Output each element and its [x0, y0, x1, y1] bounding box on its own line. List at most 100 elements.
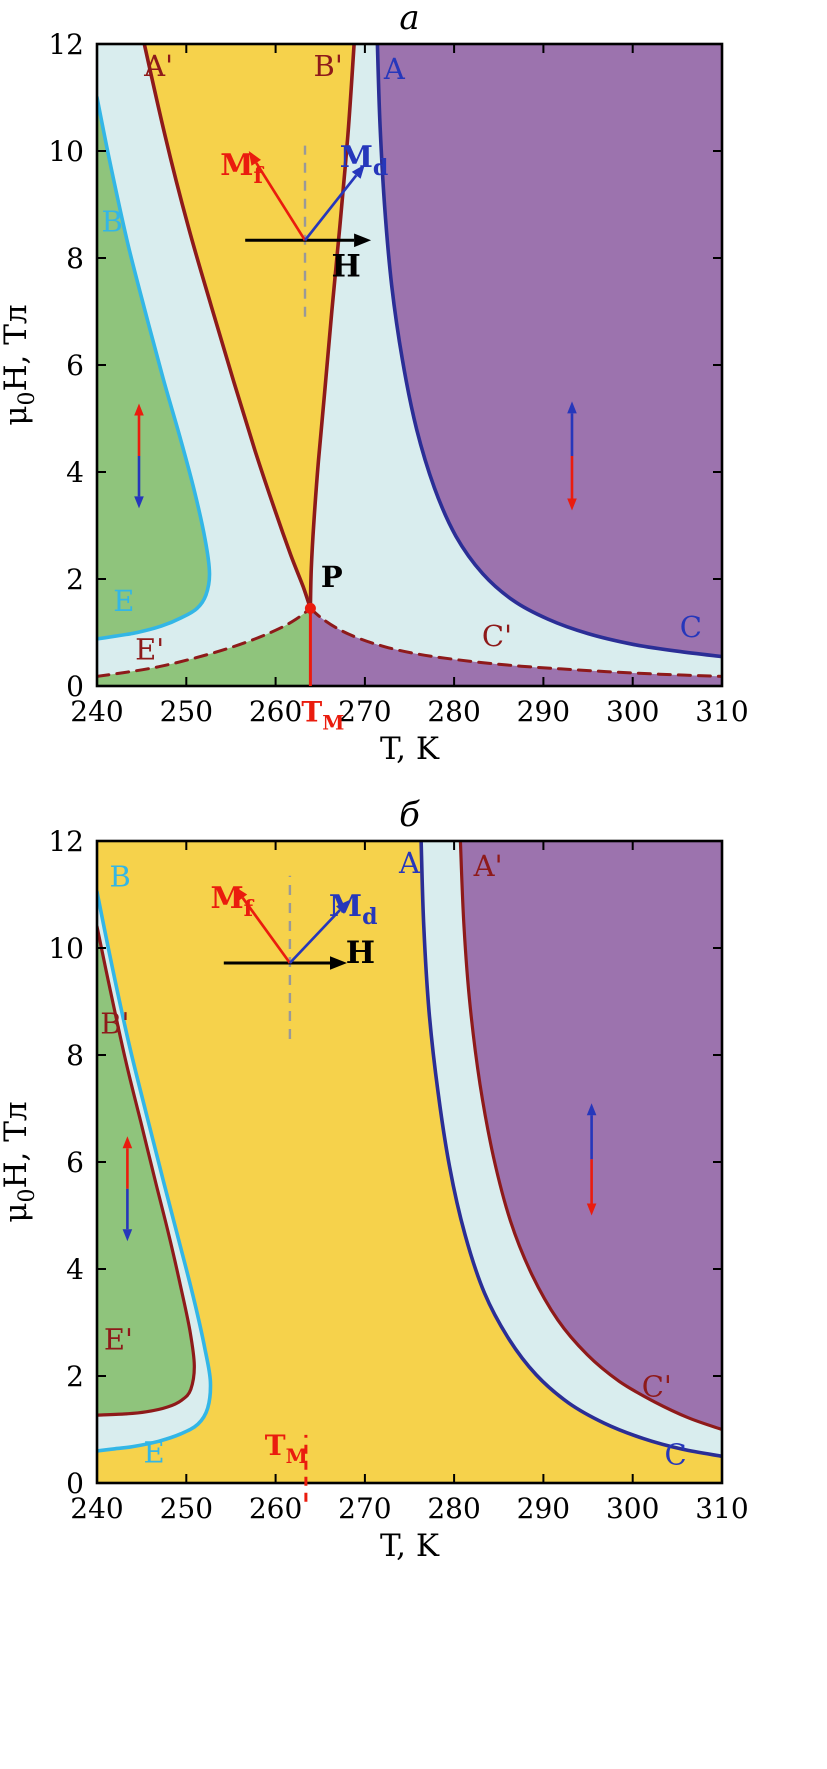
- arrow-head: [134, 496, 144, 509]
- phase-boundary-Ablue: [375, 44, 722, 659]
- label-H: H: [331, 249, 360, 285]
- x-tick-label: 280: [427, 1492, 480, 1525]
- x-tick-label: 240: [70, 1492, 123, 1525]
- y-tick-label: 6: [66, 1146, 84, 1179]
- region-left-bottom: [97, 608, 311, 686]
- arrow-shaft: [288, 909, 341, 964]
- plot-content: [97, 44, 722, 686]
- label-C: C': [642, 1369, 672, 1403]
- label-A: A': [143, 49, 173, 83]
- phase-boundary-Bcyan: [97, 95, 212, 641]
- x-tick-label: 240: [70, 695, 123, 728]
- y-tick-label: 0: [66, 670, 84, 703]
- triple-point-marker: [304, 602, 316, 614]
- label-TM: TM: [265, 1429, 308, 1468]
- phase-boundary-Aprime: [142, 44, 313, 611]
- y-tick-label: 2: [66, 1360, 84, 1393]
- label-P: P: [321, 560, 343, 594]
- magnetization-double-arrow: [122, 1136, 133, 1242]
- x-tick-label: 280: [427, 695, 480, 728]
- x-tick-label: 300: [606, 1492, 659, 1525]
- x-tick-label: 250: [160, 695, 213, 728]
- x-tick-label: 290: [517, 1492, 570, 1525]
- panel-title: a: [399, 2, 419, 38]
- phase-boundary-Ablue: [419, 841, 722, 1459]
- label-B: B: [110, 860, 131, 894]
- arrow-head: [134, 403, 144, 416]
- y-tick-label: 2: [66, 563, 84, 596]
- x-tick-label: 260: [249, 1492, 302, 1525]
- y-tick-label: 10: [48, 932, 84, 965]
- label-H: H: [346, 935, 375, 971]
- y-tick-label: 0: [66, 1467, 84, 1500]
- label-B: B': [314, 49, 343, 83]
- x-tick-label: 300: [606, 695, 659, 728]
- label-E: E': [135, 632, 164, 666]
- x-tick-label: 290: [517, 695, 570, 728]
- arrow-head: [586, 1203, 597, 1216]
- label-C: C: [664, 1437, 686, 1471]
- region-right-bottom: [310, 608, 722, 686]
- label-TM: TM: [301, 695, 344, 734]
- arrow-head: [330, 956, 347, 970]
- label-C: C: [680, 610, 702, 644]
- vector-inset: [223, 875, 350, 1039]
- y-axis-label: μ0H, Тл: [0, 304, 40, 425]
- arrow-shaft: [303, 174, 358, 242]
- region-right-phase: [377, 44, 722, 657]
- region-collinear-cone: [144, 44, 355, 609]
- y-tick-label: 10: [48, 135, 84, 168]
- phase-diagram-panel-a: 240 250 260 270 280 290 300 310 0 2 4 6 8 10 12 a T, K μ0…: [0, 2, 749, 767]
- x-tick-label: 260: [249, 695, 302, 728]
- x-tick-label: 310: [695, 1492, 748, 1525]
- arrow-head: [234, 886, 248, 902]
- x-tick-label: 250: [160, 1492, 213, 1525]
- phase-boundary-Aprime: [458, 841, 722, 1432]
- magnetization-double-arrow: [567, 401, 577, 511]
- label-Mf: Mf: [220, 148, 264, 189]
- phase-boundary-dashL: [97, 606, 312, 678]
- arrow-head: [567, 401, 577, 414]
- arrow-head: [122, 1136, 133, 1149]
- phase-boundary-Bprime: [308, 44, 356, 611]
- arrow-shaft: [241, 897, 291, 964]
- label-B: B': [100, 1007, 129, 1041]
- y-tick-label: 4: [66, 456, 84, 489]
- arrow-head: [354, 233, 372, 248]
- arrow-head: [122, 1229, 133, 1242]
- label-E: E: [113, 584, 134, 618]
- arrow-head: [586, 1103, 597, 1116]
- y-tick-label: 6: [66, 349, 84, 382]
- x-axis-label: T, K: [380, 1528, 440, 1564]
- y-tick-label: 12: [48, 28, 84, 61]
- phase-diagram-panel-b: 240 250 260 270 280 290 300 310 0 2 4 6 8 10 12 б T, K μ0…: [0, 799, 749, 1564]
- x-tick-label: 310: [695, 695, 748, 728]
- label-E: E': [104, 1322, 133, 1356]
- label-A: A: [398, 846, 421, 880]
- arrow-head: [248, 151, 261, 166]
- phase-boundary-dashR: [308, 606, 722, 678]
- label-A: A': [473, 849, 503, 883]
- arrow-shaft: [255, 162, 307, 242]
- arrow-head: [336, 899, 350, 914]
- phase-boundary-Bprime: [97, 925, 196, 1417]
- x-tick-label: 270: [338, 1492, 391, 1525]
- label-B: B: [102, 204, 123, 238]
- arrow-head: [351, 164, 365, 179]
- label-C: C': [482, 619, 512, 653]
- vector-inset: [245, 145, 372, 317]
- y-tick-label: 4: [66, 1253, 84, 1286]
- y-tick-label: 8: [66, 242, 84, 275]
- label-A: A: [383, 52, 406, 86]
- y-tick-label: 8: [66, 1039, 84, 1072]
- y-axis-label: μ0H, Тл: [0, 1101, 40, 1222]
- magnetization-double-arrow: [134, 403, 144, 509]
- magnetization-double-arrow: [586, 1103, 597, 1216]
- x-tick-label: 270: [338, 695, 391, 728]
- y-tick-label: 12: [48, 825, 84, 858]
- panel-title: б: [399, 799, 420, 835]
- x-axis-label: T, K: [380, 731, 440, 767]
- label-E: E: [144, 1436, 165, 1470]
- label-Md: Md: [340, 140, 389, 181]
